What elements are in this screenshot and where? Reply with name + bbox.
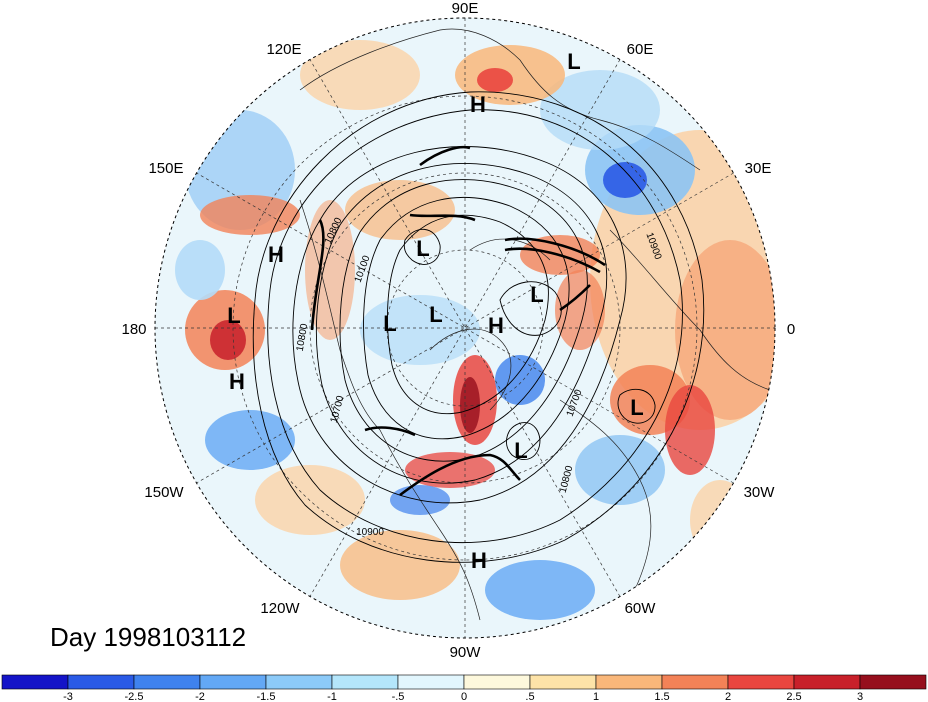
day-title: Day 1998103112 bbox=[50, 622, 246, 652]
contour-label: 10900 bbox=[356, 527, 384, 538]
pressure-center-low: L bbox=[514, 438, 527, 463]
colorbar-tick-label: 3 bbox=[857, 691, 863, 702]
pressure-center-high: H bbox=[470, 92, 486, 117]
colorbar-tick-label: -1.5 bbox=[257, 691, 276, 702]
height-contours bbox=[252, 91, 705, 563]
lon-label-150e: 150E bbox=[148, 160, 183, 177]
colorbar-swatch bbox=[331, 674, 399, 690]
jet-contours bbox=[310, 145, 606, 497]
lon-label-180: 180 bbox=[121, 321, 146, 338]
longitude-labels: 90E 60E 30E 0 30W 60W 90W 120W 150W 180 … bbox=[121, 0, 795, 661]
pressure-center-high: H bbox=[488, 313, 504, 338]
colorbar-swatch bbox=[529, 674, 597, 690]
colorbar-tick-label: -1 bbox=[327, 691, 337, 702]
colorbar-tick-label: -.5 bbox=[392, 691, 405, 702]
colorbar-tick-label: 1 bbox=[593, 691, 599, 702]
lon-label-150w: 150W bbox=[144, 484, 184, 501]
colorbar-swatch bbox=[661, 674, 729, 690]
colorbar-tick-label: 0 bbox=[461, 691, 467, 702]
colorbar-tick-label: -2.5 bbox=[125, 691, 144, 702]
pressure-center-low: L bbox=[530, 282, 543, 307]
lon-label-60w: 60W bbox=[625, 600, 657, 617]
colorbar-swatch bbox=[595, 674, 663, 690]
colorbar-swatch bbox=[727, 674, 795, 690]
colorbar-swatch bbox=[859, 674, 927, 690]
graticule bbox=[155, 18, 775, 638]
lon-label-30e: 30E bbox=[745, 160, 772, 177]
lon-label-90w: 90W bbox=[450, 644, 482, 661]
lon-label-90e: 90E bbox=[452, 0, 479, 17]
colorbar-swatch bbox=[199, 674, 267, 690]
colorbar-tick-label: -2 bbox=[195, 691, 205, 702]
pressure-centers: H L L H L L L L H L H L H L H bbox=[227, 49, 643, 573]
pressure-center-low: L bbox=[383, 311, 396, 336]
pressure-center-high: H bbox=[471, 548, 487, 573]
colorbar-tick-label: 2 bbox=[725, 691, 731, 702]
lon-label-60e: 60E bbox=[627, 41, 654, 58]
pressure-center-low: L bbox=[567, 49, 580, 74]
pressure-center-low: L bbox=[630, 395, 643, 420]
pressure-center-high: H bbox=[229, 369, 245, 394]
colorbar-tick-label: .5 bbox=[525, 691, 534, 702]
colorbar-swatch bbox=[397, 674, 465, 690]
map-boundary bbox=[154, 17, 776, 639]
colorbar-swatch bbox=[67, 674, 135, 690]
lon-label-120e: 120E bbox=[266, 41, 301, 58]
colorbar-swatch bbox=[1, 674, 69, 690]
pressure-center-low: L bbox=[429, 302, 442, 327]
pressure-center-high: H bbox=[268, 242, 284, 267]
colorbar-tick-label: 1.5 bbox=[654, 691, 669, 702]
colorbar-swatch bbox=[463, 674, 531, 690]
contour-label: 10800 bbox=[295, 322, 311, 352]
lon-label-0: 0 bbox=[787, 321, 795, 338]
lon-label-120w: 120W bbox=[260, 600, 300, 617]
pressure-center-low: L bbox=[416, 236, 429, 261]
colorbar-tick-label: 2.5 bbox=[786, 691, 801, 702]
colorbar: -3 -2.5 -2 -1.5 -1 -.5 0 .5 1 1.5 2 2.5 3 bbox=[1, 674, 927, 702]
colorbar-swatch bbox=[793, 674, 861, 690]
coastlines bbox=[299, 28, 771, 621]
pressure-center-low: L bbox=[227, 303, 240, 328]
lon-label-30w: 30W bbox=[744, 484, 776, 501]
colorbar-tick-label: -3 bbox=[63, 691, 73, 702]
colorbar-swatch bbox=[265, 674, 333, 690]
colorbar-swatch bbox=[133, 674, 201, 690]
